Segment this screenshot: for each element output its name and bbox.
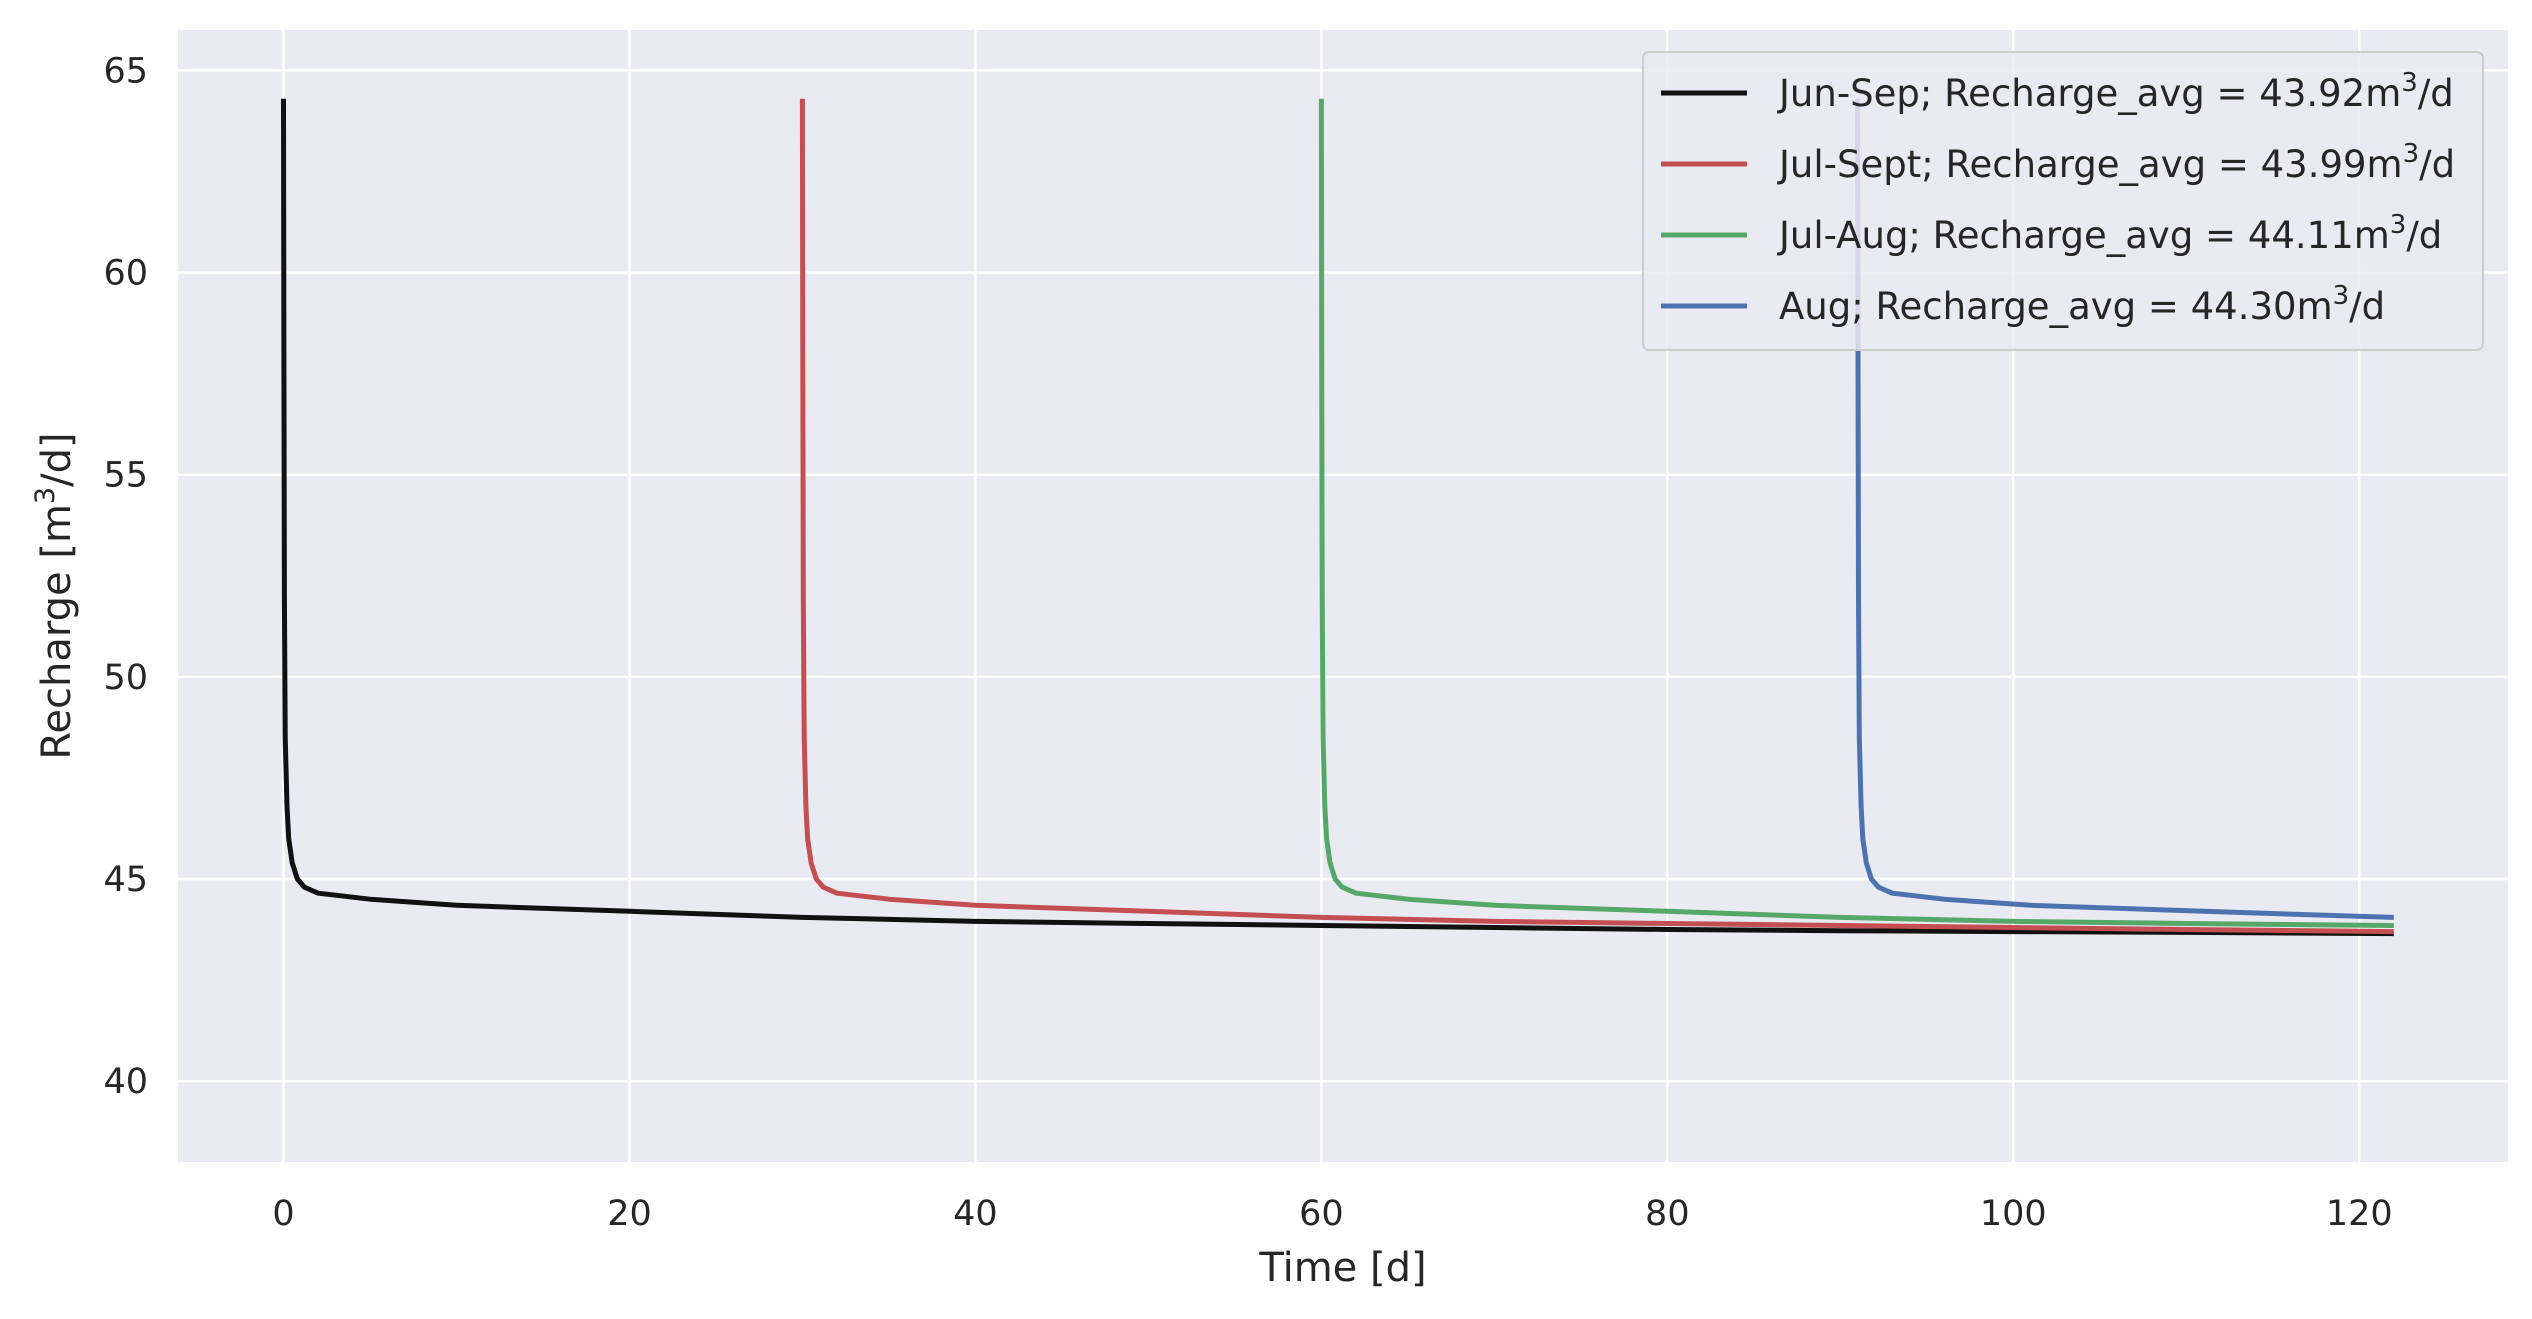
legend-label-main: Aug; Recharge_avg = 44.30m bbox=[1779, 285, 2333, 328]
y-tick-label: 50 bbox=[103, 658, 148, 698]
x-tick-label: 20 bbox=[607, 1194, 652, 1234]
y-tick-label: 60 bbox=[103, 254, 148, 294]
series-line-1 bbox=[281, 98, 2394, 937]
x-tick-label: 120 bbox=[2326, 1194, 2393, 1234]
y-tick-label: 55 bbox=[103, 456, 148, 496]
y-axis-label-suffix: /d] bbox=[34, 432, 80, 486]
series-line-4 bbox=[1855, 98, 2394, 920]
legend-label-2: Jul-Sept; Recharge_avg = 43.99m3/d bbox=[1777, 139, 2455, 186]
legend-label-main: Jul-Aug; Recharge_avg = 44.11m bbox=[1777, 214, 2390, 257]
legend-label-main: Jun-Sep; Recharge_avg = 43.92m bbox=[1777, 72, 2401, 115]
x-tick-label: 100 bbox=[1980, 1194, 2047, 1234]
legend-label-suffix: /d bbox=[2349, 285, 2385, 328]
series-layer bbox=[281, 98, 2394, 937]
y-tick-label: 40 bbox=[103, 1062, 148, 1102]
x-tick-label: 80 bbox=[1645, 1194, 1690, 1234]
legend-label-suffix: /d bbox=[2406, 214, 2442, 257]
legend-label-1: Jun-Sep; Recharge_avg = 43.92m3/d bbox=[1777, 68, 2454, 115]
legend-label-superscript: 3 bbox=[2390, 210, 2407, 240]
legend-label-main: Jul-Sept; Recharge_avg = 43.99m bbox=[1777, 143, 2403, 186]
legend-label-3: Jul-Aug; Recharge_avg = 44.11m3/d bbox=[1777, 210, 2442, 257]
series-line-2 bbox=[799, 98, 2394, 935]
x-tick-label: 40 bbox=[953, 1194, 998, 1234]
x-tick-label: 0 bbox=[272, 1194, 294, 1234]
legend-label-4: Aug; Recharge_avg = 44.30m3/d bbox=[1779, 281, 2385, 328]
legend-label-superscript: 3 bbox=[2333, 281, 2350, 311]
x-axis-label: Time [d] bbox=[1258, 1245, 1426, 1291]
y-axis-label: Recharge [m3/d] bbox=[30, 432, 80, 759]
y-tick-label: 45 bbox=[103, 860, 148, 900]
y-axis-label-superscript: 3 bbox=[30, 487, 61, 504]
legend-label-superscript: 3 bbox=[2403, 139, 2420, 169]
series-line-3 bbox=[1318, 98, 2394, 928]
legend-box bbox=[1642, 51, 2484, 351]
legend-label-suffix: /d bbox=[2419, 143, 2455, 186]
y-tick-label: 65 bbox=[103, 51, 148, 91]
y-tick-labels: 40 45 50 55 60 65 bbox=[103, 51, 148, 1102]
x-tick-labels: 0 20 40 60 80 100 120 bbox=[272, 1194, 2392, 1234]
legend-label-superscript: 3 bbox=[2401, 68, 2418, 98]
x-tick-label: 60 bbox=[1299, 1194, 1344, 1234]
y-axis-label-main: Recharge [m bbox=[34, 504, 80, 760]
legend-label-suffix: /d bbox=[2418, 72, 2454, 115]
legend: Jun-Sep; Recharge_avg = 43.92m3/dJul-Sep… bbox=[1642, 51, 2484, 351]
